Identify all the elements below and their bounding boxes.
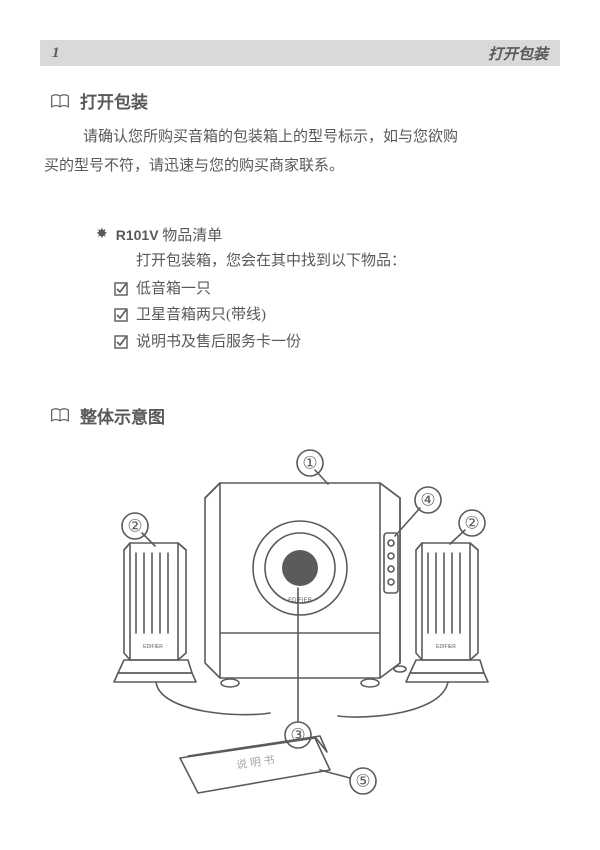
- list-item-label: 卫星音箱两只(带线): [136, 302, 266, 328]
- item-heading-suffix: 物品清单: [162, 228, 222, 244]
- intro-line-2: 买的型号不符，请迅速与您的购买商家联系。: [44, 158, 344, 174]
- callout-3: ③: [290, 725, 305, 744]
- intro-paragraph: 请确认您所购买音箱的包装箱上的型号标示，如与您欲购 买的型号不符，请迅速与您的购…: [44, 123, 560, 180]
- list-item: 说明书及售后服务卡一份: [114, 329, 560, 355]
- subwoofer-shape: [205, 483, 406, 687]
- section-diagram-title: 整体示意图: [50, 403, 560, 428]
- model-label: R101V: [116, 227, 159, 243]
- book-icon: [50, 407, 70, 423]
- satellite-left-shape: [114, 543, 196, 682]
- item-subtext: 打开包装箱，您会在其中找到以下物品：: [136, 249, 560, 270]
- section-title-text: 整体示意图: [80, 403, 165, 428]
- page-header-title: 打开包装: [488, 43, 548, 64]
- callout-2-left: ②: [127, 516, 142, 535]
- callout-4: ④: [420, 490, 435, 509]
- intro-line-1: 请确认您所购买音箱的包装箱上的型号标示，如与您欲购: [83, 129, 458, 145]
- callout-5: ⑤: [355, 771, 370, 790]
- diagram-svg: EDIFIER ED: [70, 438, 530, 818]
- brand-label: EDIFIER: [288, 598, 312, 604]
- page-header: 1 打开包装: [40, 40, 560, 66]
- list-item-label: 说明书及售后服务卡一份: [136, 329, 301, 355]
- satellite-right-shape: [406, 543, 488, 682]
- item-heading: ✸ R101V 物品清单: [96, 224, 560, 245]
- list-item: 低音箱一只: [114, 276, 560, 302]
- checklist: 低音箱一只 卫星音箱两只(带线) 说明书及售后服务卡一份: [114, 276, 560, 355]
- book-icon: [50, 93, 70, 109]
- section-unpack-title: 打开包装: [50, 88, 560, 113]
- item-list-block: ✸ R101V 物品清单 打开包装箱，您会在其中找到以下物品： 低音箱一只 卫星…: [96, 224, 560, 355]
- list-item: 卫星音箱两只(带线): [114, 302, 560, 328]
- list-item-label: 低音箱一只: [136, 276, 211, 302]
- section-title-text: 打开包装: [80, 88, 148, 113]
- checkbox-icon: [114, 282, 128, 296]
- bullet-icon: ✸: [96, 226, 108, 243]
- callout-2-right: ②: [464, 513, 479, 532]
- overview-diagram: EDIFIER ED: [40, 438, 560, 818]
- brand-label: EDIFIER: [436, 644, 456, 650]
- brand-label: EDIFIER: [143, 644, 163, 650]
- checkbox-icon: [114, 335, 128, 349]
- callout-1: ①: [302, 453, 317, 472]
- page-number: 1: [52, 45, 60, 62]
- manual-card-label: 说 明 书: [235, 752, 275, 771]
- checkbox-icon: [114, 308, 128, 322]
